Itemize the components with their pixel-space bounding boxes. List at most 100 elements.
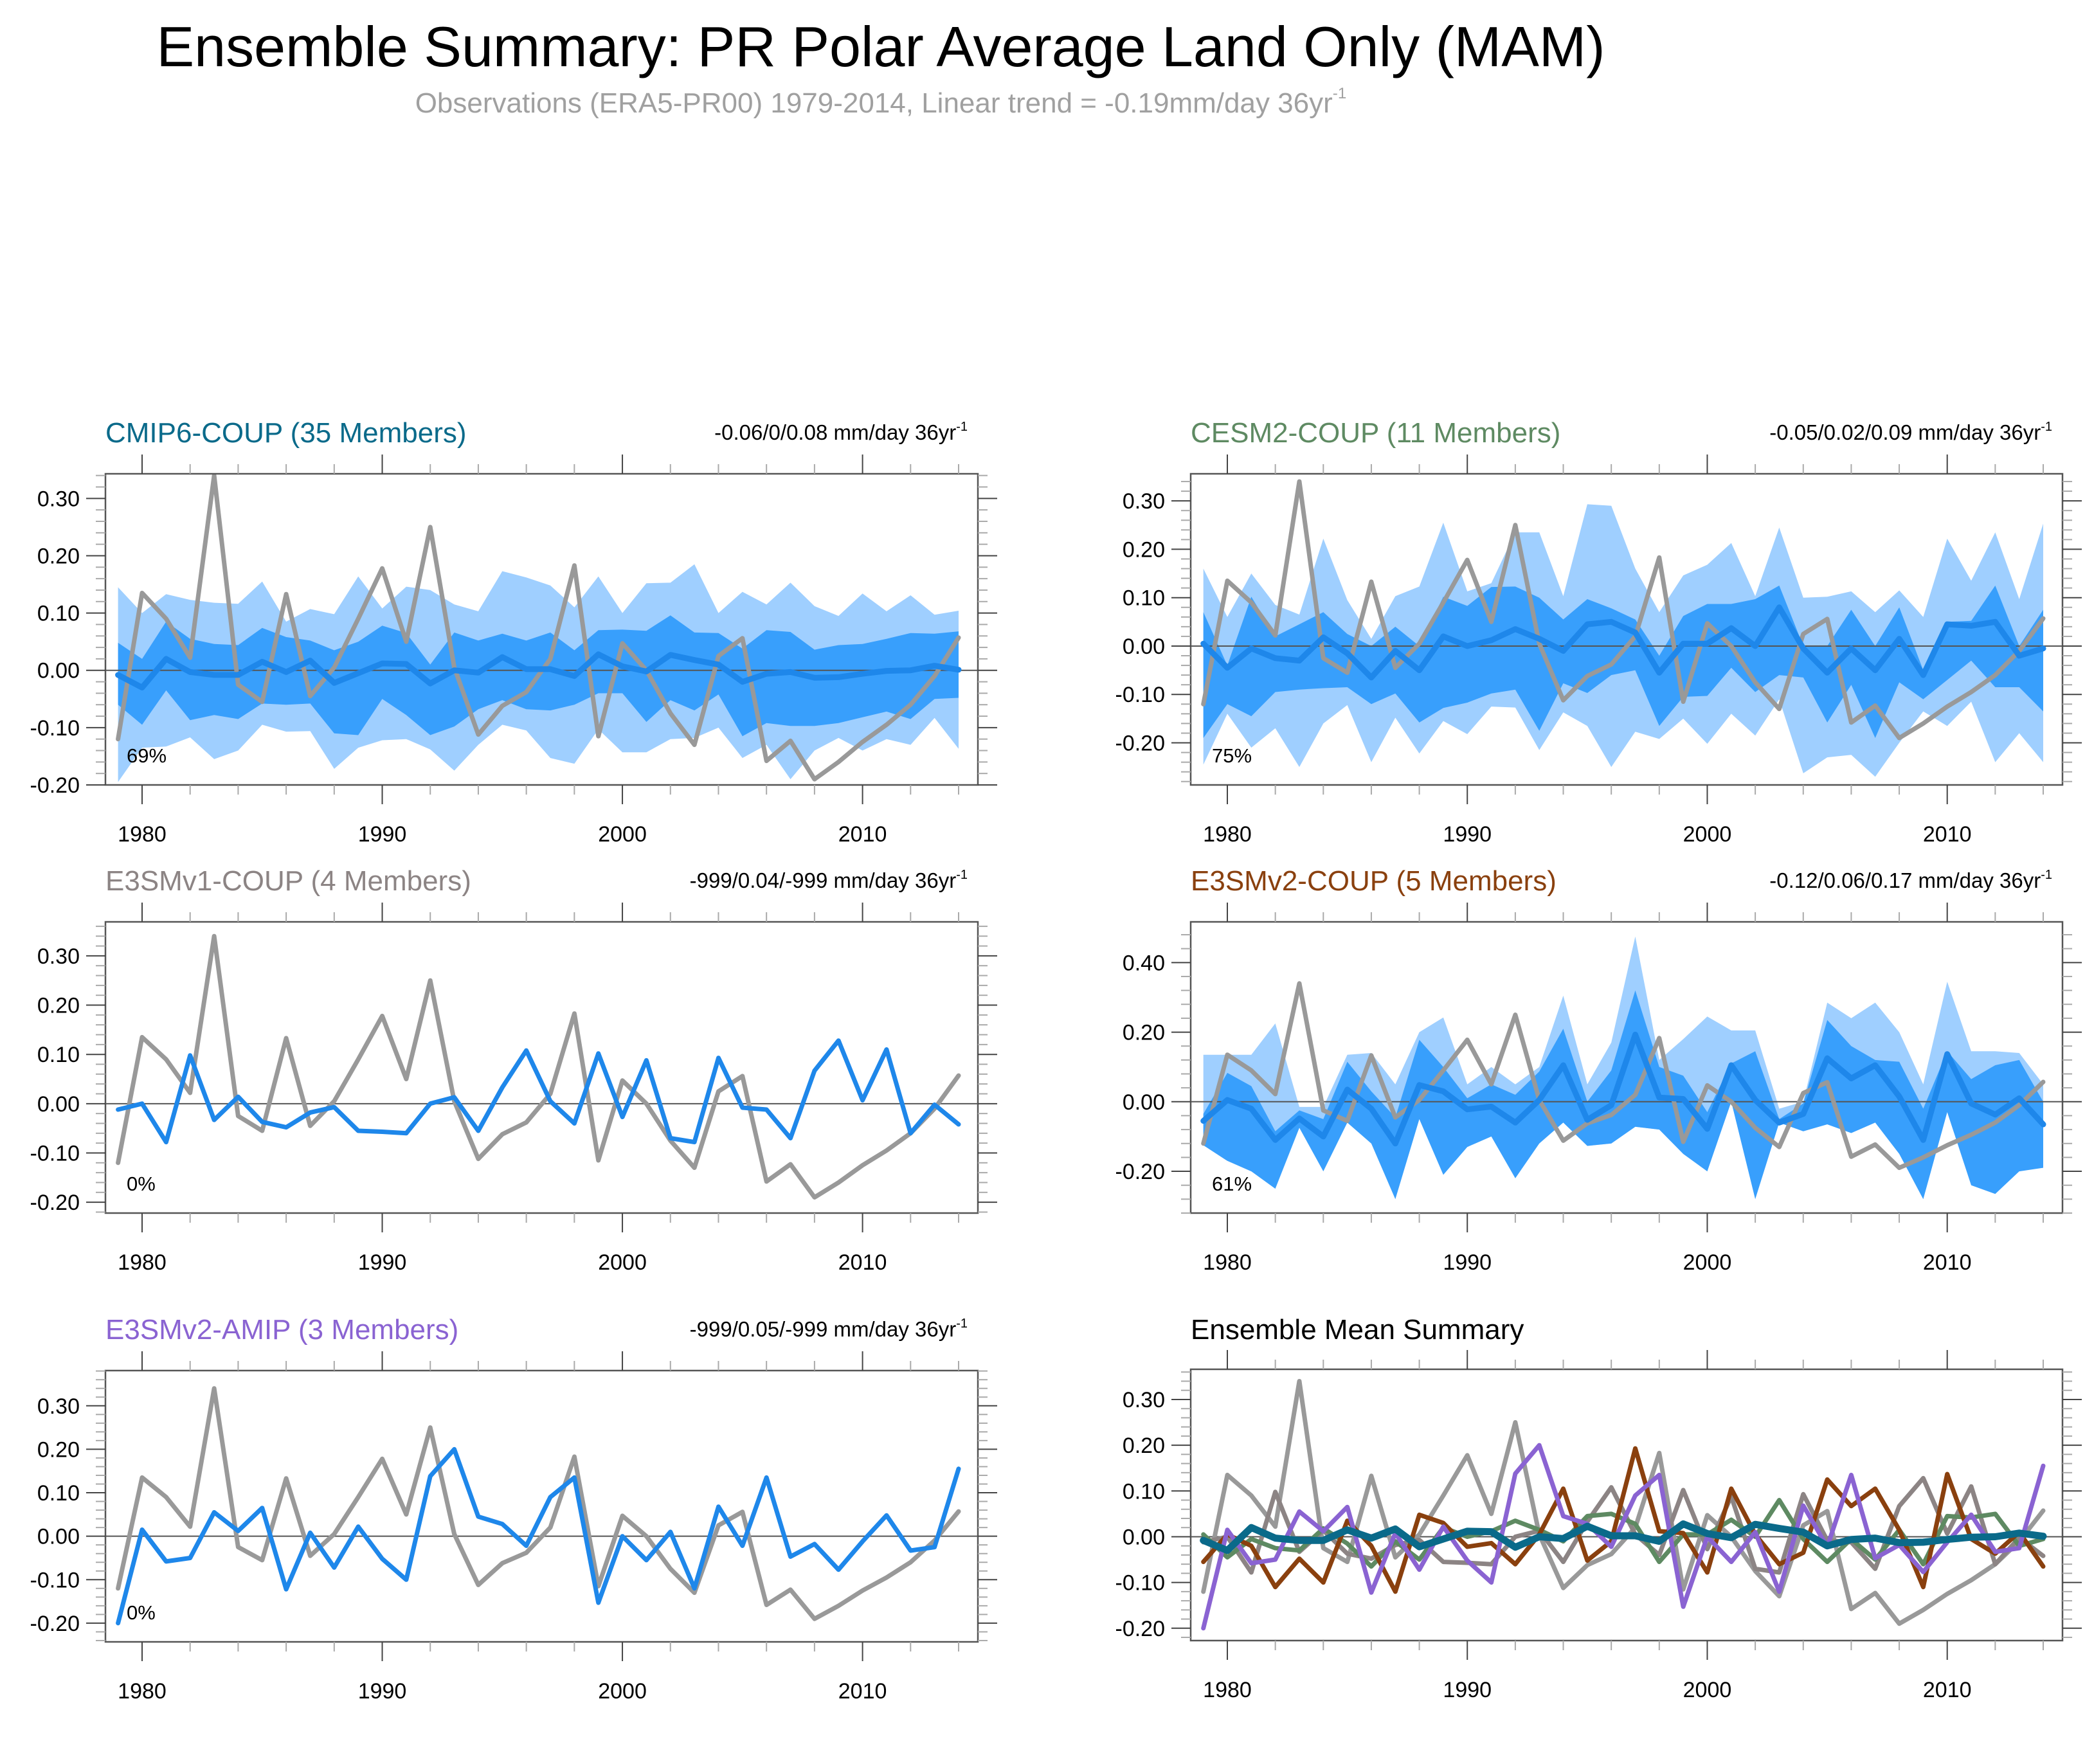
panel-title: CESM2-COUP (11 Members)	[1191, 417, 1560, 449]
plot-area	[1191, 1379, 2062, 1631]
y-tick-label: -0.10	[1115, 683, 1166, 707]
observations-line	[1201, 981, 2046, 1171]
percent-label: 75%	[1212, 744, 1252, 767]
figure-subtitle: Observations (ERA5-PR00) 1979-2014, Line…	[0, 85, 1762, 120]
y-tick-label: -0.10	[30, 1568, 80, 1592]
series-line-e3smv1	[1201, 1475, 2046, 1575]
panel-cesm2: 0.30 0.20 0.10 0.00 -0.10 -0.20 1980 1990 2000 20…	[1115, 417, 2082, 847]
y-tick-label: -0.20	[30, 773, 80, 798]
ensemble-mean-line	[115, 651, 962, 690]
plot-area	[105, 474, 978, 782]
y-tick-label: -0.20	[30, 1612, 80, 1636]
plot-frame	[1189, 473, 2064, 786]
y-tick-label: 0.20	[1123, 537, 1165, 562]
plot-area	[1191, 479, 2062, 777]
x-tick-label: 1990	[1443, 1678, 1492, 1702]
x-tick-label: 2000	[598, 822, 647, 847]
x-tick-label: 1990	[358, 1250, 407, 1275]
ensemble-mean-line	[1200, 604, 2046, 681]
x-tick-label: 1980	[118, 1679, 167, 1704]
x-tick-label: 2000	[1683, 1678, 1732, 1702]
y-tick-label: 0.20	[1123, 1021, 1165, 1045]
x-tick-label: 1990	[1443, 1250, 1492, 1275]
panel-e3smv2-amip: 0.30 0.20 0.10 0.00 -0.10 -0.20 1980 1990 2000 20…	[30, 1314, 997, 1704]
y-tick-label: 0.20	[37, 994, 80, 1018]
x-tick-label: 1990	[1443, 822, 1492, 847]
y-tick-label: 0.20	[37, 1437, 80, 1462]
series-line-obs	[1201, 1379, 2046, 1626]
percent-label: 69%	[127, 744, 167, 767]
trend-label: -0.05/0.02/0.09 mm/day 36yr-1	[1769, 420, 2052, 444]
panel-title: E3SMv1-COUP (4 Members)	[105, 865, 471, 897]
x-tick-label: 2010	[1923, 1250, 1972, 1275]
y-tick-label: 0.30	[37, 487, 80, 511]
y-tick-label: 0.10	[37, 602, 80, 626]
y-tick-label: 0.00	[37, 1525, 80, 1549]
y-tick-label: 0.10	[37, 1481, 80, 1506]
y-tick-label: 0.00	[1123, 1525, 1165, 1549]
y-tick-label: 0.30	[37, 1394, 80, 1419]
plot-area	[105, 1386, 978, 1626]
series-line-e3smv2-amip	[1201, 1443, 2046, 1631]
y-tick-label: -0.20	[1115, 1617, 1166, 1641]
x-tick-label: 2010	[1923, 1678, 1972, 1702]
y-tick-label: 0.10	[37, 1043, 80, 1067]
y-tick-label: 0.00	[37, 659, 80, 683]
panel-title: Ensemble Mean Summary	[1191, 1314, 1524, 1346]
observations-line	[116, 474, 961, 782]
observations-line	[116, 933, 961, 1200]
plot-frame	[104, 473, 979, 786]
figure-title: Ensemble Summary: PR Polar Average Land …	[156, 15, 1605, 78]
trend-label: -0.06/0/0.08 mm/day 36yr-1	[714, 420, 968, 444]
plot-area	[1191, 936, 2062, 1200]
panel-e3smv1: 0.30 0.20 0.10 0.00 -0.10 -0.20 1980 1990 2000 20…	[30, 865, 997, 1275]
ensemble-mean-line	[1200, 1031, 2046, 1147]
observations-line	[116, 1386, 961, 1621]
panel-title: E3SMv2-COUP (5 Members)	[1191, 865, 1557, 897]
plot-frame	[104, 1369, 979, 1643]
y-tick-label: 0.40	[1123, 951, 1165, 975]
panel-title: E3SMv2-AMIP (3 Members)	[105, 1314, 458, 1346]
y-tick-label: 0.10	[1123, 1479, 1165, 1504]
y-tick-label: 0.30	[37, 944, 80, 969]
percent-label: 61%	[1212, 1173, 1252, 1195]
panel-title: CMIP6-COUP (35 Members)	[105, 417, 467, 449]
y-tick-label: 0.00	[37, 1092, 80, 1117]
x-tick-label: 1980	[118, 822, 167, 847]
inner-spread-band	[1203, 990, 2043, 1200]
subtitle-text: Observations (ERA5-PR00) 1979-2014, Line…	[415, 87, 1333, 119]
panel-ensemble-mean: 0.30 0.20 0.10 0.00 -0.10 -0.20 1980 1990 2000 20…	[1115, 1314, 2082, 1702]
y-tick-label: -0.10	[30, 716, 80, 741]
x-tick-label: 1990	[358, 822, 407, 847]
y-tick-label: -0.20	[30, 1191, 80, 1215]
x-tick-label: 2000	[1683, 1250, 1732, 1275]
x-tick-label: 2010	[838, 1679, 887, 1704]
x-tick-label: 1980	[1203, 822, 1252, 847]
x-tick-label: 1980	[118, 1250, 167, 1275]
trend-label: -999/0.05/-999 mm/day 36yr-1	[690, 1317, 968, 1341]
x-tick-label: 2010	[838, 822, 887, 847]
plot-area	[105, 933, 978, 1200]
x-tick-label: 1980	[1203, 1250, 1252, 1275]
y-tick-label: -0.20	[1115, 732, 1166, 756]
plot-frame	[104, 921, 979, 1214]
trend-label: -0.12/0.06/0.17 mm/day 36yr-1	[1769, 868, 2052, 892]
x-tick-label: 1980	[1203, 1678, 1252, 1702]
panel-e3smv2-coup: 0.40 0.20 0.00 -0.20 1980 1990 2000 2010 E3SMv2-…	[1115, 865, 2082, 1275]
subtitle-superscript: -1	[1332, 85, 1347, 103]
ensemble-mean-line	[116, 1446, 961, 1626]
y-tick-label: 0.20	[37, 544, 80, 568]
y-tick-label: -0.10	[30, 1141, 80, 1166]
y-tick-label: 0.10	[1123, 586, 1165, 611]
y-tick-label: -0.20	[1115, 1160, 1166, 1184]
plot-frame	[1189, 1368, 2064, 1642]
y-tick-label: 0.30	[1123, 1388, 1165, 1412]
series-line-cmip6	[1200, 1520, 2047, 1554]
y-tick-label: 0.00	[1123, 634, 1165, 659]
observations-line	[1201, 479, 2046, 741]
percent-label: 0%	[127, 1173, 156, 1195]
x-tick-label: 2000	[1683, 822, 1732, 847]
x-tick-label: 1990	[358, 1679, 407, 1704]
x-tick-label: 2010	[838, 1250, 887, 1275]
